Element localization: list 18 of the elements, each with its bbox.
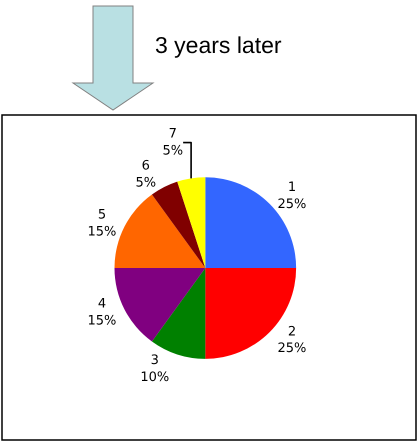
data-label: 25% <box>278 341 306 356</box>
pie-slice <box>177 177 206 268</box>
data-label: 5% <box>162 143 184 158</box>
slice-label: 2 <box>288 324 296 340</box>
slice-label: 7 <box>168 126 177 142</box>
data-label: 15% <box>88 224 116 240</box>
pie-slice <box>114 268 206 342</box>
pie-slice <box>114 194 206 268</box>
data-label: 25% <box>278 196 306 212</box>
slice-label: 5 <box>98 208 106 223</box>
slice-label: 3 <box>150 352 159 368</box>
slice-label: 4 <box>98 296 106 312</box>
slice-label: 6 <box>142 158 150 174</box>
data-label: 5% <box>135 175 156 190</box>
data-label: 10% <box>140 370 170 385</box>
slice-label: 1 <box>288 180 296 195</box>
text: 3 years later <box>155 32 282 58</box>
data-label: 15% <box>88 313 116 328</box>
